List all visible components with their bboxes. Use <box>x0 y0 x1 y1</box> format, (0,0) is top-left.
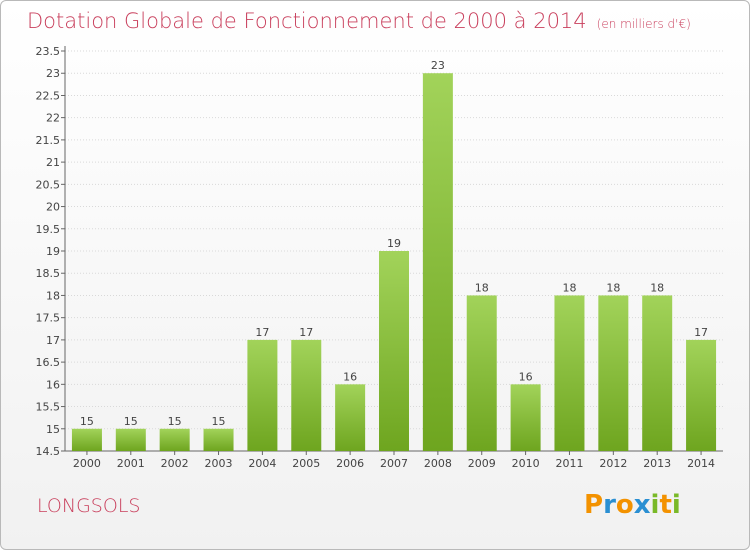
data-label: 16 <box>519 370 533 383</box>
y-tick-label: 20 <box>46 201 60 214</box>
data-label: 18 <box>475 281 489 294</box>
bar <box>379 251 409 451</box>
logo-letter: t <box>659 490 672 520</box>
bar <box>115 428 146 451</box>
data-label: 15 <box>124 415 138 428</box>
y-tick-label: 16 <box>46 378 60 391</box>
x-tick-label: 2009 <box>468 457 496 470</box>
logo-letter: P <box>584 490 604 520</box>
bar <box>159 428 190 451</box>
y-tick-label: 15.5 <box>36 401 61 414</box>
x-tick-label: 2014 <box>687 457 715 470</box>
proxiti-logo: Proxiti <box>584 490 681 520</box>
x-tick-label: 2013 <box>643 457 671 470</box>
title-text: Dotation Globale de Fonctionnement de 20… <box>27 9 587 33</box>
x-tick-label: 2012 <box>599 457 627 470</box>
y-tick-label: 23 <box>46 67 60 80</box>
bar <box>203 428 234 451</box>
y-tick-label: 17.5 <box>36 312 61 325</box>
x-tick-label: 2004 <box>248 457 276 470</box>
data-label: 16 <box>343 370 357 383</box>
bar <box>335 384 366 451</box>
bar <box>71 428 102 451</box>
bar <box>642 295 673 451</box>
bar <box>247 339 278 451</box>
town-name: LONGSOLS <box>37 495 141 517</box>
bar <box>422 73 453 451</box>
logo-letter: i <box>650 490 660 520</box>
x-tick-label: 2008 <box>424 457 452 470</box>
bar <box>598 295 629 451</box>
data-label: 19 <box>387 237 401 250</box>
bar <box>466 295 497 451</box>
logo-letter: r <box>603 490 616 520</box>
x-tick-label: 2001 <box>117 457 145 470</box>
logo-letter: x <box>633 490 651 520</box>
y-tick-label: 19 <box>46 245 60 258</box>
x-tick-label: 2010 <box>512 457 540 470</box>
y-tick-label: 19.5 <box>36 223 61 236</box>
data-label: 17 <box>299 326 313 339</box>
y-tick-label: 16.5 <box>36 356 61 369</box>
bar <box>554 295 585 451</box>
data-label: 18 <box>650 281 664 294</box>
data-label: 15 <box>80 415 94 428</box>
x-tick-label: 2000 <box>73 457 101 470</box>
y-tick-label: 20.5 <box>36 178 61 191</box>
chart-title: Dotation Globale de Fonctionnement de 20… <box>27 9 691 33</box>
bar <box>686 339 717 451</box>
x-tick-label: 2002 <box>161 457 189 470</box>
y-tick-label: 18.5 <box>36 267 61 280</box>
data-label: 18 <box>562 281 576 294</box>
y-tick-label: 23.5 <box>36 45 61 58</box>
y-tick-label: 21 <box>46 156 60 169</box>
x-tick-label: 2005 <box>292 457 320 470</box>
y-tick-label: 14.5 <box>36 445 61 458</box>
data-label: 15 <box>212 415 226 428</box>
y-tick-label: 22.5 <box>36 89 61 102</box>
x-tick-label: 2003 <box>205 457 233 470</box>
x-tick-label: 2006 <box>336 457 364 470</box>
data-label: 15 <box>168 415 182 428</box>
data-label: 18 <box>606 281 620 294</box>
y-tick-label: 18 <box>46 289 60 302</box>
logo-letter: i <box>671 490 681 520</box>
logo-letter: o <box>615 490 634 520</box>
chart-subtitle: (en milliers d'€) <box>596 17 691 31</box>
x-tick-label: 2011 <box>555 457 583 470</box>
x-tick-label: 2007 <box>380 457 408 470</box>
data-label: 17 <box>255 326 269 339</box>
bar <box>291 339 322 451</box>
data-label: 17 <box>694 326 708 339</box>
y-tick-label: 15 <box>46 423 60 436</box>
bar <box>510 384 541 451</box>
y-tick-label: 22 <box>46 112 60 125</box>
y-tick-label: 21.5 <box>36 134 61 147</box>
data-label: 23 <box>431 59 445 72</box>
y-tick-label: 17 <box>46 334 60 347</box>
